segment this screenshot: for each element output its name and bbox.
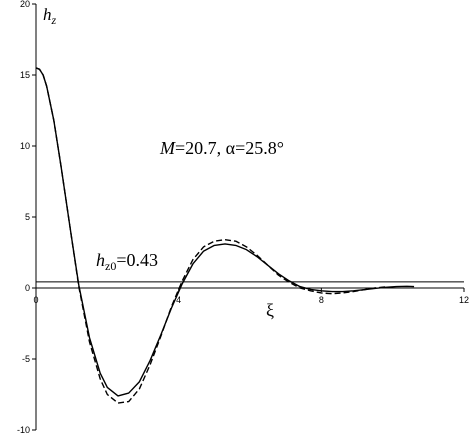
y-tick-label: 0 bbox=[25, 283, 30, 293]
series-line-solid bbox=[35, 67, 415, 397]
y-tick-label: 15 bbox=[20, 70, 30, 80]
axes bbox=[35, 4, 464, 430]
x-tick-label: 0 bbox=[33, 295, 38, 305]
x-tick-label: 8 bbox=[319, 295, 324, 305]
params-annotation: M=20.7, α=25.8° bbox=[159, 138, 284, 158]
y-tick-label: -10 bbox=[17, 425, 30, 435]
y-tick-label: 20 bbox=[20, 0, 30, 9]
y-tick-label: 5 bbox=[25, 212, 30, 222]
params-annotation-values: =20.7, α=25.8° bbox=[175, 138, 284, 158]
y-axis-label-main: h bbox=[43, 5, 52, 24]
threshold-annotation-sub: z0 bbox=[105, 259, 116, 273]
threshold-annotation-main: h bbox=[96, 250, 105, 270]
series-lines bbox=[35, 67, 415, 404]
y-tick-label: 10 bbox=[20, 141, 30, 151]
y-tick-label: -5 bbox=[22, 354, 30, 364]
params-annotation-m: M bbox=[159, 138, 176, 158]
threshold-annotation: hz0=0.43 bbox=[96, 250, 158, 273]
ticks: 20 15 10 5 0 -5 -10 0 4 8 12 bbox=[17, 0, 469, 435]
y-axis-label-sub: z bbox=[51, 13, 57, 27]
series-line-dashed bbox=[35, 67, 386, 404]
threshold-annotation-value: =0.43 bbox=[116, 250, 158, 270]
x-tick-label: 4 bbox=[176, 295, 181, 305]
x-axis-label: ξ bbox=[266, 300, 274, 320]
x-tick-label: 12 bbox=[459, 295, 469, 305]
y-axis-label: hz bbox=[43, 5, 57, 27]
